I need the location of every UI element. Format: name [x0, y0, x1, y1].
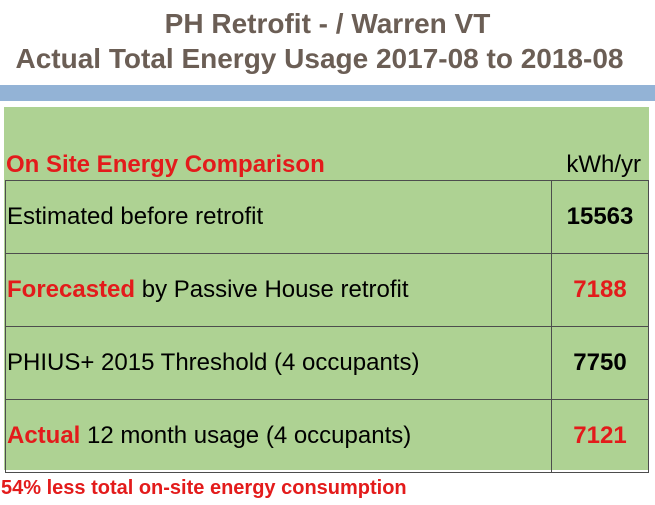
row-label: Actual 12 month usage (4 occupants): [5, 399, 552, 473]
row-label-text: by Passive House retrofit: [135, 276, 409, 303]
row-value: 7750: [551, 326, 649, 400]
title-line-1: PH Retrofit - / Warren VT: [164, 8, 491, 39]
row-label-highlight: Actual: [7, 422, 81, 449]
row-value: 15563: [551, 180, 649, 254]
energy-comparison-table: Estimated before retrofit 15563 Forecast…: [5, 180, 649, 473]
table-header-label: On Site Energy Comparison: [6, 151, 325, 178]
row-label-text: 12 month usage (4 occupants): [80, 422, 412, 449]
footer-summary: 54% less total on-site energy consumptio…: [1, 477, 407, 499]
row-label-text: PHIUS+ 2015 Threshold (4 occupants): [7, 349, 420, 376]
row-value: 7188: [551, 253, 649, 327]
table-row: PHIUS+ 2015 Threshold (4 occupants) 7750: [5, 326, 649, 400]
row-label: Forecasted by Passive House retrofit: [5, 253, 552, 327]
row-label: PHIUS+ 2015 Threshold (4 occupants): [5, 326, 552, 400]
divider-bar: [0, 85, 655, 101]
table-row: Actual 12 month usage (4 occupants) 7121: [5, 399, 649, 473]
row-label-text: Estimated before retrofit: [7, 203, 264, 230]
row-value: 7121: [551, 399, 649, 473]
title-line-2: Actual Total Energy Usage 2017-08 to 201…: [15, 43, 624, 74]
table-header-unit: kWh/yr: [566, 151, 641, 178]
table-row: Forecasted by Passive House retrofit 718…: [5, 253, 649, 327]
table-row: Estimated before retrofit 15563: [5, 180, 649, 254]
row-label: Estimated before retrofit: [5, 180, 552, 254]
row-label-highlight: Forecasted: [7, 276, 136, 303]
